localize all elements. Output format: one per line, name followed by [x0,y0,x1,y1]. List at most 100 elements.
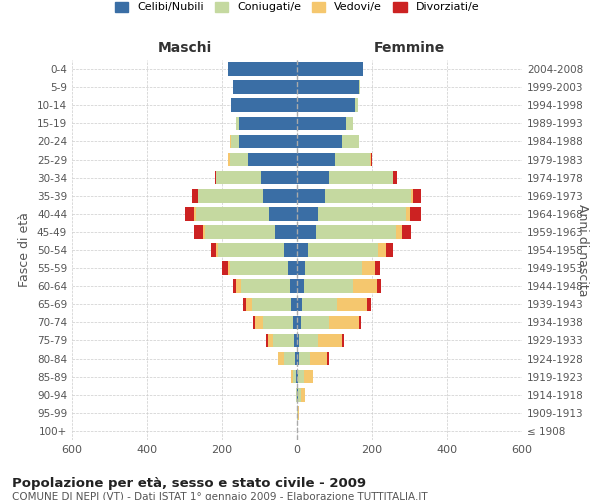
Bar [203,225,205,238]
Bar [227,62,297,76]
Bar [294,334,297,347]
Bar [269,207,297,220]
Bar [310,352,327,366]
Bar [392,171,394,184]
Bar [297,171,329,184]
Bar [327,352,329,366]
Bar [268,334,274,347]
Bar [292,370,293,384]
Bar [262,171,297,184]
Bar [335,152,370,166]
Bar [316,225,397,238]
Bar [194,207,196,220]
Bar [197,189,263,202]
Bar [409,207,421,220]
Bar [255,316,263,329]
Bar [359,316,361,329]
Bar [227,152,229,166]
Bar [413,189,421,202]
Bar [297,280,304,293]
Bar [406,207,409,220]
Bar [233,80,297,94]
Bar [297,262,305,275]
Bar [301,316,329,329]
Bar [302,298,337,311]
Bar [194,225,203,238]
Bar [230,98,232,112]
Bar [229,262,287,275]
Bar [297,225,316,238]
Bar [297,334,299,347]
Bar [297,62,362,76]
Y-axis label: Anni di nascita: Anni di nascita [576,204,589,296]
Bar [317,207,406,220]
Bar [290,280,297,293]
Y-axis label: Fasce di età: Fasce di età [19,212,31,288]
Bar [241,280,290,293]
Bar [296,370,297,384]
Bar [266,334,268,347]
Text: Maschi: Maschi [157,40,212,54]
Bar [215,171,217,184]
Bar [299,334,317,347]
Bar [397,225,402,238]
Bar [301,388,305,402]
Bar [297,298,302,311]
Bar [367,298,371,311]
Bar [185,207,194,220]
Bar [205,225,275,238]
Bar [217,243,218,257]
Bar [227,262,229,275]
Bar [229,152,248,166]
Text: COMUNE DI NEPI (VT) - Dati ISTAT 1° gennaio 2009 - Elaborazione TUTTITALIA.IT: COMUNE DI NEPI (VT) - Dati ISTAT 1° genn… [12,492,428,500]
Bar [229,134,232,148]
Bar [377,243,386,257]
Bar [211,243,217,257]
Bar [298,406,299,419]
Bar [353,280,377,293]
Text: Femmine: Femmine [374,40,445,54]
Bar [295,352,297,366]
Bar [232,98,297,112]
Bar [297,316,301,329]
Bar [361,262,374,275]
Bar [252,298,292,311]
Bar [317,334,342,347]
Bar [297,80,359,94]
Bar [304,370,313,384]
Bar [239,134,297,148]
Legend: Celibi/Nubili, Coniugati/e, Vedovi/e, Divorziati/e: Celibi/Nubili, Coniugati/e, Vedovi/e, Di… [110,0,484,17]
Bar [355,98,358,112]
Bar [412,189,413,202]
Bar [253,316,255,329]
Bar [297,116,346,130]
Bar [284,243,297,257]
Bar [374,262,380,275]
Bar [239,116,297,130]
Bar [296,388,297,402]
Bar [284,352,295,366]
Bar [386,243,392,257]
Bar [298,370,304,384]
Bar [298,388,301,402]
Bar [293,370,296,384]
Bar [297,406,298,419]
Bar [222,262,227,275]
Bar [233,280,236,293]
Bar [329,316,359,329]
Bar [274,334,294,347]
Bar [337,298,367,311]
Bar [275,225,297,238]
Bar [297,388,298,402]
Bar [297,243,308,257]
Bar [402,225,412,238]
Bar [218,243,284,257]
Bar [297,207,317,220]
Bar [192,189,197,202]
Bar [287,262,297,275]
Bar [297,370,298,384]
Bar [297,152,335,166]
Bar [293,316,297,329]
Bar [278,352,284,366]
Bar [299,352,310,366]
